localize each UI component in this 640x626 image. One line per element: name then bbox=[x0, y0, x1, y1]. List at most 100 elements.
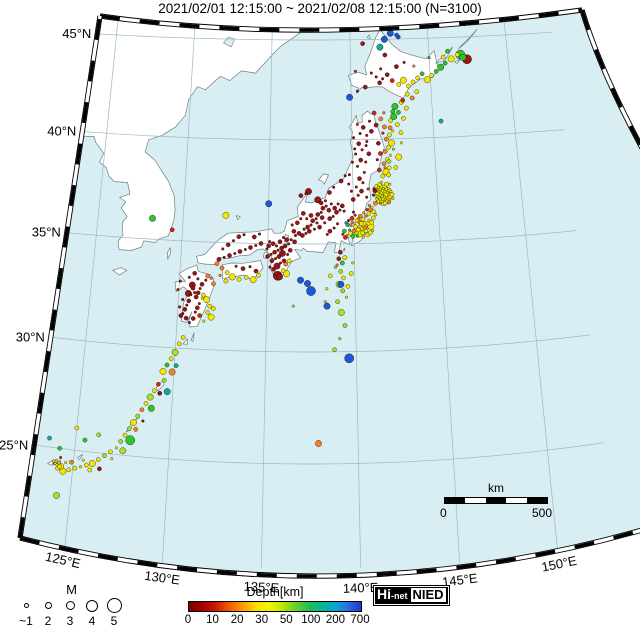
quake-dot bbox=[197, 313, 202, 318]
quake-dot bbox=[205, 310, 210, 315]
quake-dot bbox=[351, 160, 354, 164]
scalebar-start: 0 bbox=[440, 506, 447, 520]
quake-dot bbox=[327, 228, 333, 234]
land-polygon bbox=[457, 29, 478, 50]
quake-dot bbox=[52, 459, 55, 463]
quake-dot bbox=[282, 236, 285, 239]
quake-dot bbox=[338, 250, 343, 255]
quake-dot bbox=[352, 136, 356, 140]
quake-dot bbox=[364, 214, 368, 218]
quake-dot bbox=[341, 232, 345, 236]
quake-dot bbox=[171, 349, 179, 356]
quake-dot bbox=[384, 72, 390, 77]
quake-dot bbox=[108, 449, 113, 455]
magnitude-circle-icon bbox=[65, 601, 75, 610]
quake-dot bbox=[364, 144, 368, 148]
quake-dot bbox=[276, 248, 280, 252]
quake-dot bbox=[336, 202, 340, 206]
quake-dot bbox=[377, 80, 382, 86]
quake-dot bbox=[253, 268, 259, 274]
quake-dot bbox=[252, 234, 257, 240]
quake-dot bbox=[356, 141, 361, 146]
quake-dot bbox=[377, 167, 382, 173]
quake-dot bbox=[304, 280, 311, 287]
quake-dot bbox=[344, 221, 348, 225]
quake-dot bbox=[356, 164, 359, 168]
quake-dot bbox=[315, 440, 322, 447]
quake-dot bbox=[354, 185, 358, 189]
quake-dot bbox=[378, 197, 382, 201]
quake-dot bbox=[381, 187, 385, 190]
quake-dot bbox=[338, 337, 342, 341]
quake-dot bbox=[240, 266, 246, 271]
quake-dot bbox=[178, 305, 182, 309]
quake-dot bbox=[437, 63, 445, 71]
scalebar-segment bbox=[526, 498, 548, 503]
quake-dot bbox=[195, 305, 200, 311]
quake-dot bbox=[282, 243, 288, 249]
quake-dot bbox=[55, 458, 58, 462]
quake-dot bbox=[433, 69, 439, 74]
quake-dot bbox=[378, 201, 382, 205]
magnitude-legend-item: 4 bbox=[80, 598, 104, 626]
quake-dot bbox=[126, 426, 132, 432]
quake-dot bbox=[304, 192, 308, 196]
quake-dot bbox=[72, 465, 77, 471]
quake-dot bbox=[382, 124, 387, 130]
quake-dot bbox=[211, 281, 216, 286]
quake-dot bbox=[157, 391, 162, 396]
quake-dot bbox=[370, 215, 376, 221]
quake-dot bbox=[366, 211, 372, 217]
quake-dot bbox=[356, 193, 360, 197]
scalebar-segment bbox=[445, 498, 466, 503]
quake-dot bbox=[381, 77, 385, 81]
quake-dot bbox=[386, 159, 392, 164]
quake-dot bbox=[360, 148, 364, 152]
quake-dot bbox=[249, 276, 257, 283]
quake-dot bbox=[395, 122, 400, 127]
quake-dot bbox=[459, 54, 467, 61]
quake-dot bbox=[387, 132, 392, 138]
quake-dot bbox=[187, 275, 191, 279]
quake-dot bbox=[412, 64, 416, 68]
quake-dot bbox=[338, 269, 343, 274]
quake-dot bbox=[164, 362, 170, 368]
quake-dot bbox=[193, 310, 197, 314]
quake-dot bbox=[96, 457, 101, 462]
quake-dot bbox=[365, 195, 369, 199]
quake-dot bbox=[289, 238, 293, 242]
meridian-line bbox=[348, 10, 362, 568]
quake-dot bbox=[369, 71, 373, 75]
quake-dot bbox=[394, 64, 399, 69]
quake-dot bbox=[375, 158, 379, 162]
quake-dot bbox=[218, 273, 222, 277]
quake-dot bbox=[287, 258, 292, 264]
quake-dot bbox=[291, 304, 295, 308]
quake-dot bbox=[334, 210, 339, 215]
quake-dot bbox=[324, 204, 328, 208]
quake-dot bbox=[380, 35, 388, 43]
quake-dot bbox=[350, 234, 356, 239]
quake-dot bbox=[371, 193, 375, 197]
quake-dot bbox=[382, 195, 386, 199]
quake-dot bbox=[373, 201, 378, 206]
quake-dot bbox=[57, 461, 61, 465]
quake-dot bbox=[365, 140, 369, 143]
quake-dot bbox=[332, 205, 337, 211]
quake-dot bbox=[202, 319, 206, 323]
quake-dot bbox=[340, 260, 345, 266]
magnitude-label: ~1 bbox=[19, 614, 33, 626]
quake-dot bbox=[292, 239, 297, 245]
quake-dot bbox=[353, 147, 357, 151]
quake-dot bbox=[197, 302, 201, 306]
parallel-line bbox=[20, 123, 565, 141]
quake-dot bbox=[357, 216, 361, 220]
quake-dot bbox=[355, 122, 359, 126]
quake-dot bbox=[355, 227, 361, 233]
quake-dot bbox=[341, 275, 346, 281]
quake-dot bbox=[350, 221, 354, 225]
quake-dot bbox=[319, 210, 323, 214]
quake-dot bbox=[344, 353, 354, 364]
quake-dot bbox=[298, 193, 304, 198]
